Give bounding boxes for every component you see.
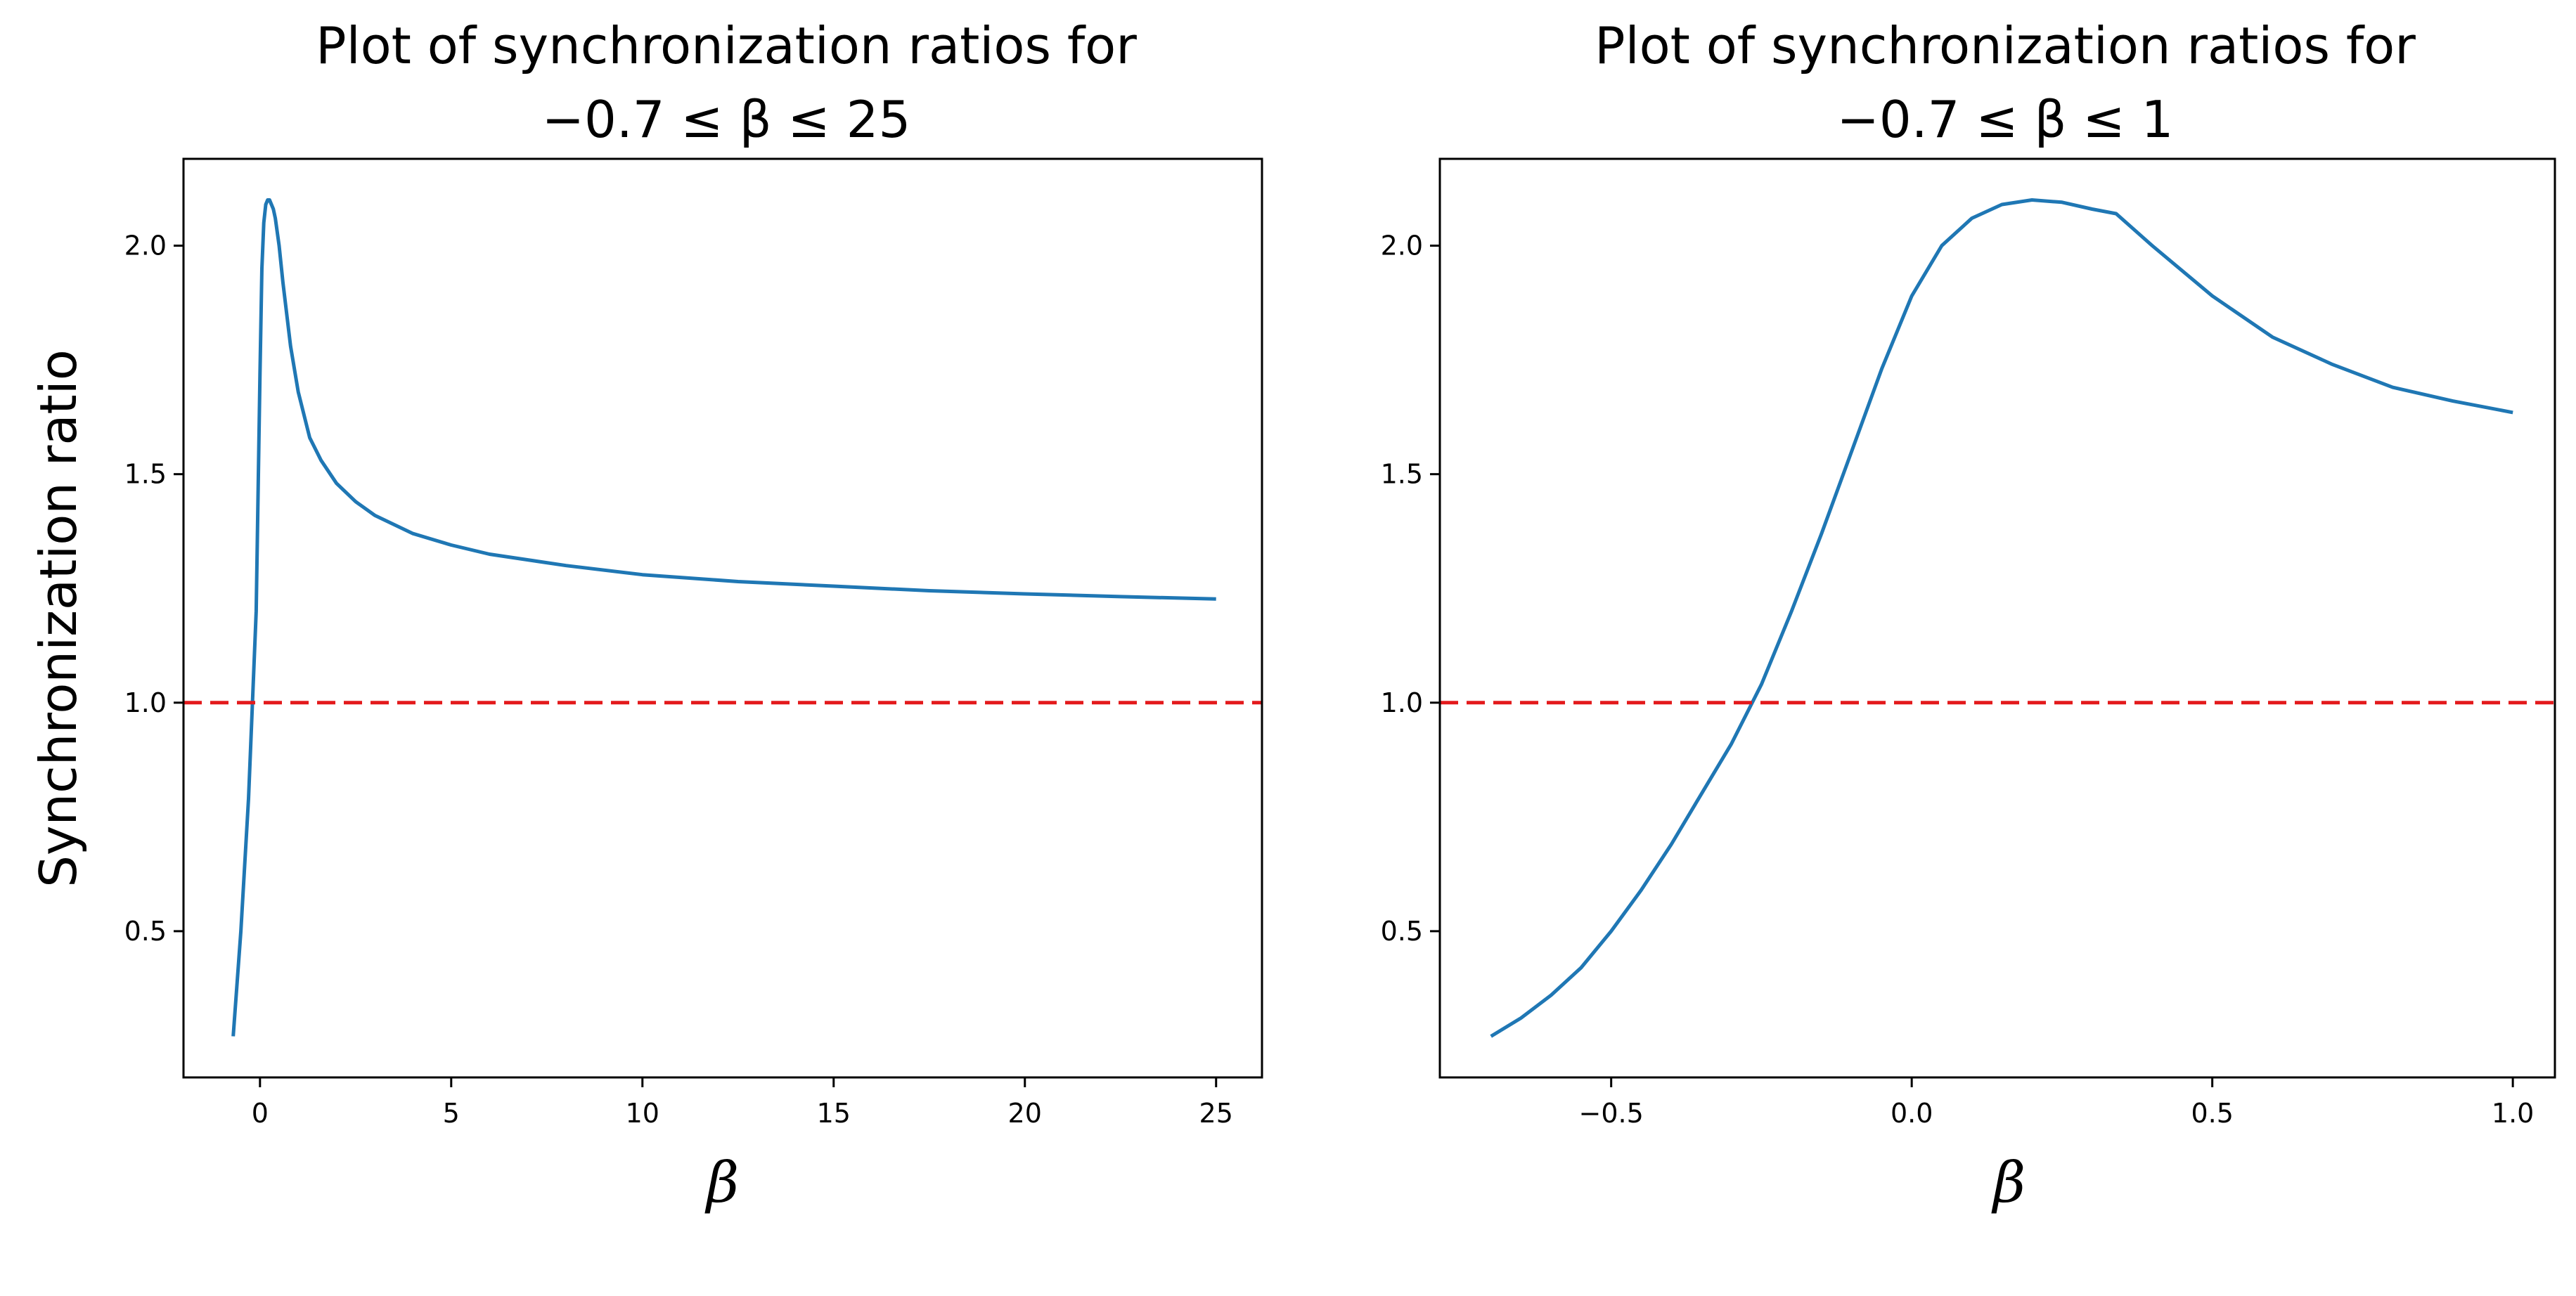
y-axis-label: Synchronization ratio xyxy=(29,349,88,888)
x-axis-ticks: 0 5 10 15 20 25 xyxy=(252,1077,1233,1129)
x-tick-label: 0 xyxy=(252,1098,269,1129)
chart-title-line1: Plot of synchronization ratios for xyxy=(1595,16,2416,75)
x-tick-label: 0.0 xyxy=(1891,1098,1933,1129)
x-tick-label: 0.5 xyxy=(2191,1098,2233,1129)
chart-right: Plot of synchronization ratios for −0.7 … xyxy=(1381,16,2556,1215)
chart-title-line2: −0.7 ≤ β ≤ 25 xyxy=(542,90,911,149)
y-tick-label: 1.5 xyxy=(124,459,167,490)
y-axis-ticks: 0.5 1.0 1.5 2.0 xyxy=(124,231,183,947)
series-group xyxy=(183,198,1262,1037)
y-axis-ticks: 0.5 1.0 1.5 2.0 xyxy=(1381,231,1440,947)
chart-left: Plot of synchronization ratios for −0.7 … xyxy=(29,16,1263,1215)
series-line xyxy=(231,198,1216,1037)
series-line xyxy=(1490,198,2513,1038)
x-tick-label: −0.5 xyxy=(1579,1098,1644,1129)
y-tick-label: 0.5 xyxy=(1381,916,1423,947)
y-tick-label: 1.5 xyxy=(1381,459,1423,490)
x-axis-label: β xyxy=(704,1150,739,1215)
plot-frame xyxy=(182,157,1263,1079)
y-tick-label: 2.0 xyxy=(1381,231,1423,261)
x-tick-label: 5 xyxy=(443,1098,460,1129)
x-tick-label: 25 xyxy=(1199,1098,1233,1129)
series-group xyxy=(1440,198,2555,1038)
y-tick-label: 2.0 xyxy=(124,231,167,261)
y-tick-label: 1.0 xyxy=(124,687,167,718)
x-axis-ticks: −0.5 0.0 0.5 1.0 xyxy=(1579,1077,2534,1129)
x-tick-label: 15 xyxy=(817,1098,851,1129)
plot-frame xyxy=(1438,157,2556,1079)
y-tick-label: 1.0 xyxy=(1381,687,1423,718)
chart-title-line2: −0.7 ≤ β ≤ 1 xyxy=(1837,90,2174,149)
x-tick-label: 20 xyxy=(1008,1098,1042,1129)
x-tick-label: 1.0 xyxy=(2492,1098,2534,1129)
x-tick-label: 10 xyxy=(626,1098,659,1129)
y-tick-label: 0.5 xyxy=(124,916,167,947)
x-axis-label: β xyxy=(1991,1150,2026,1215)
chart-title-line1: Plot of synchronization ratios for xyxy=(316,16,1137,75)
